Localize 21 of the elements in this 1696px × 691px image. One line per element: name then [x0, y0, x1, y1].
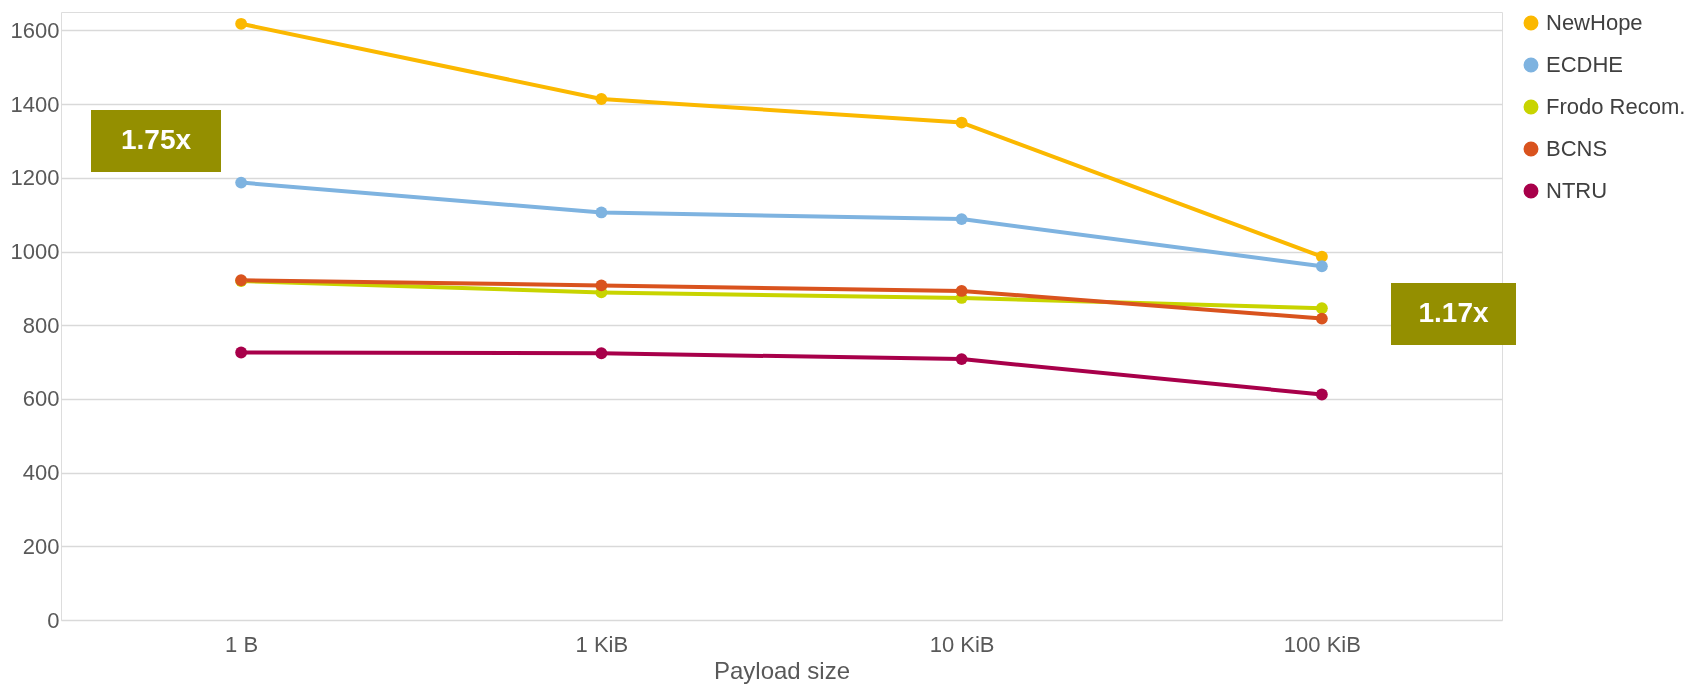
y-tick-label: 0: [47, 607, 60, 633]
legend-label: ECDHE: [1546, 52, 1624, 77]
y-tick-label: 800: [22, 312, 60, 338]
annotation: 1.75x: [120, 124, 192, 155]
y-tick-label: 1400: [10, 91, 60, 117]
y-tick-label: 200: [22, 533, 60, 559]
x-tick-label: 10 KiB: [929, 631, 995, 657]
y-tick-label: 1600: [10, 17, 60, 43]
y-tick-label: 400: [22, 460, 60, 486]
y-tick-label: 1000: [10, 239, 60, 265]
x-tick-label: 1 B: [225, 631, 259, 657]
legend-label: NTRU: [1546, 178, 1608, 203]
legend-label: NewHope: [1546, 10, 1643, 35]
x-tick-label: 100 KiB: [1283, 631, 1361, 657]
y-tick-label: 600: [22, 386, 60, 412]
legend-label: BCNS: [1546, 136, 1608, 161]
x-tick-label: 1 KiB: [575, 631, 629, 657]
annotation: 1.17x: [1418, 297, 1489, 328]
x-axis-title: Payload size: [713, 656, 851, 684]
legend-label: Frodo Recom.: [1546, 94, 1686, 119]
y-tick-label: 1200: [10, 165, 60, 191]
